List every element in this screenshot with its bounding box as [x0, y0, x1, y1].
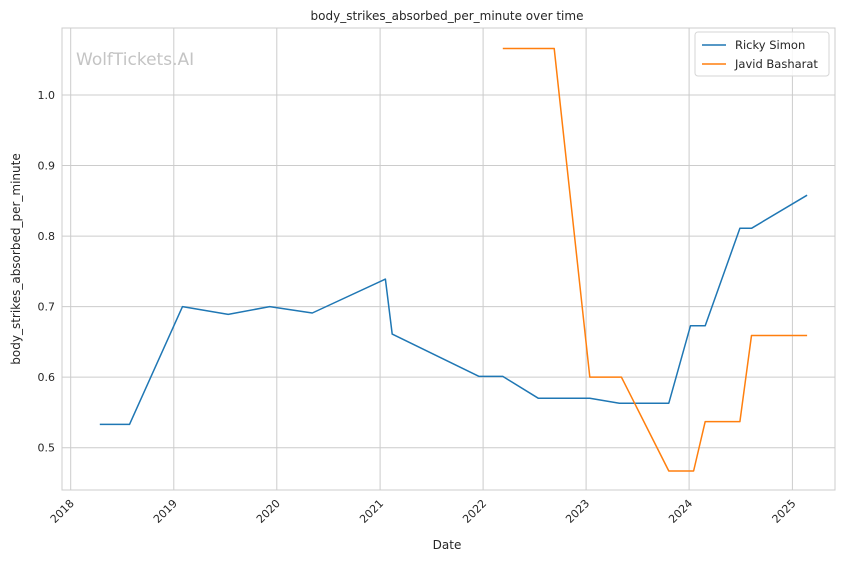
x-tick-label: 2018	[48, 497, 77, 526]
x-tick-label: 2020	[254, 497, 283, 526]
chart-title: body_strikes_absorbed_per_minute over ti…	[311, 9, 584, 23]
y-tick-label: 0.6	[38, 371, 56, 384]
x-axis-label: Date	[433, 538, 462, 552]
y-tick-label: 0.7	[38, 301, 56, 314]
y-tick-label: 0.5	[38, 442, 56, 455]
legend-box	[694, 31, 830, 77]
legend-label-javid-basharat: Javid Basharat	[734, 57, 818, 71]
y-tick-label: 0.8	[38, 230, 56, 243]
plot-area	[62, 28, 835, 490]
legend-label-ricky-simon: Ricky Simon	[735, 38, 805, 52]
y-tick-labels: 0.5 0.6 0.7 0.8 0.9 1.0	[38, 89, 56, 455]
grid	[62, 28, 835, 490]
x-tick-label: 2023	[563, 497, 592, 526]
legend: Ricky Simon Javid Basharat	[694, 31, 830, 77]
series-line-ricky-simon	[99, 194, 808, 426]
series-line-javid-basharat	[502, 47, 808, 472]
watermark: WolfTickets.AI	[76, 50, 194, 70]
x-tick-label: 2019	[151, 497, 180, 526]
x-tick-label: 2022	[460, 497, 489, 526]
y-axis-label: body_strikes_absorbed_per_minute	[9, 153, 23, 364]
x-tick-label: 2021	[357, 497, 386, 526]
plot-frame	[61, 27, 836, 491]
y-tick-label: 0.9	[38, 160, 56, 173]
x-tick-label: 2024	[666, 497, 695, 526]
x-tick-labels: 2018 2019 2020 2021 2022 2023 2024 2025	[48, 497, 799, 526]
x-tick-label: 2025	[770, 497, 799, 526]
y-tick-label: 1.0	[38, 89, 56, 102]
series	[99, 47, 808, 472]
